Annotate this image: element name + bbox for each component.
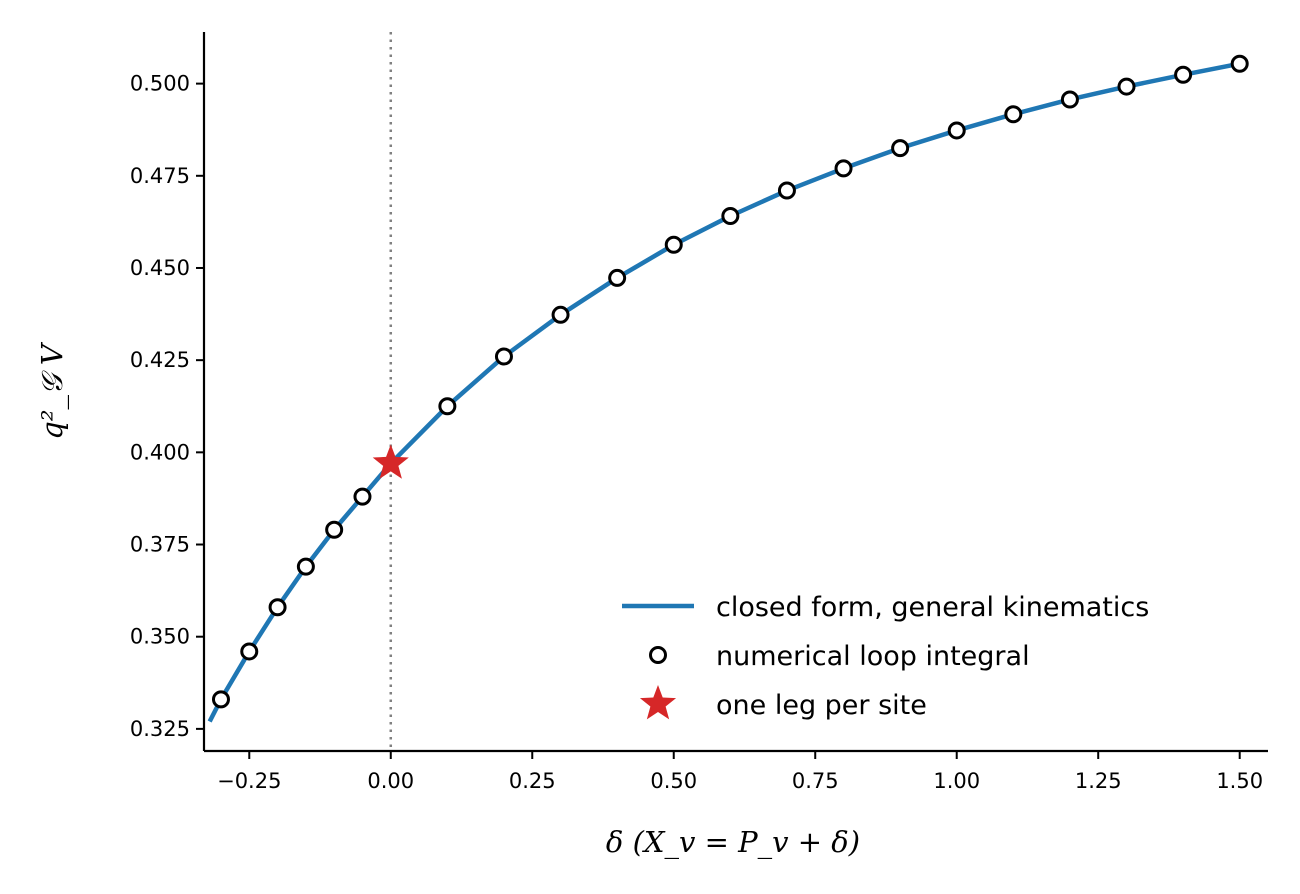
data-point-numerical (834, 159, 853, 178)
x-axis-label: δ (X_v = P_v + δ) (606, 825, 860, 860)
data-point-numerical (1117, 77, 1136, 96)
data-point-numerical (1004, 105, 1023, 124)
x-tick-label: 0.50 (650, 769, 697, 793)
data-point-numerical (1230, 54, 1249, 73)
x-tick-label: 1.50 (1216, 769, 1263, 793)
data-point-numerical (551, 305, 570, 324)
data-point-numerical (353, 487, 372, 506)
data-point-numerical (240, 642, 259, 661)
y-tick-label: 0.325 (130, 717, 190, 741)
data-point-numerical (1060, 90, 1079, 109)
y-axis-label: q²_𝒢 V (35, 341, 70, 440)
data-point-numerical (664, 235, 683, 254)
data-point-numerical (211, 690, 230, 709)
y-tick-label: 0.500 (130, 72, 190, 96)
y-tick-label: 0.450 (130, 256, 190, 280)
y-tick-label: 0.425 (130, 348, 190, 372)
data-point-numerical (325, 520, 344, 539)
data-point-numerical (494, 347, 513, 366)
data-point-numerical (891, 139, 910, 158)
y-tick-label: 0.375 (130, 533, 190, 557)
data-point-numerical (721, 206, 740, 225)
data-point-numerical (608, 268, 627, 287)
data-point-numerical (268, 598, 287, 617)
data-point-numerical (296, 557, 315, 576)
y-tick-label: 0.350 (130, 625, 190, 649)
data-point-numerical (438, 397, 457, 416)
legend-label: one leg per site (716, 690, 927, 721)
y-tick-label: 0.475 (130, 164, 190, 188)
x-tick-label: −0.25 (217, 769, 281, 793)
x-tick-label: 0.75 (792, 769, 839, 793)
data-point-one-leg-star (372, 444, 409, 479)
x-tick-label: 1.25 (1075, 769, 1122, 793)
legend-label: closed form, general kinematics (716, 592, 1149, 623)
x-tick-label: 0.00 (367, 769, 414, 793)
x-tick-label: 1.00 (933, 769, 980, 793)
legend: closed form, general kinematics numerical… (622, 592, 1149, 721)
data-point-numerical (777, 181, 796, 200)
data-point-numerical (947, 121, 966, 140)
legend-label: numerical loop integral (716, 641, 1030, 672)
plot-area (207, 32, 1249, 751)
legend-circle-swatch (649, 646, 667, 664)
data-point-numerical (1174, 65, 1193, 84)
x-tick-label: 0.25 (509, 769, 556, 793)
y-tick-label: 0.400 (130, 440, 190, 464)
axes: −0.25 0.00 0.25 0.50 0.75 1.00 1.25 1.50 0.325 0.… (130, 32, 1268, 793)
legend-star-swatch (639, 685, 677, 720)
